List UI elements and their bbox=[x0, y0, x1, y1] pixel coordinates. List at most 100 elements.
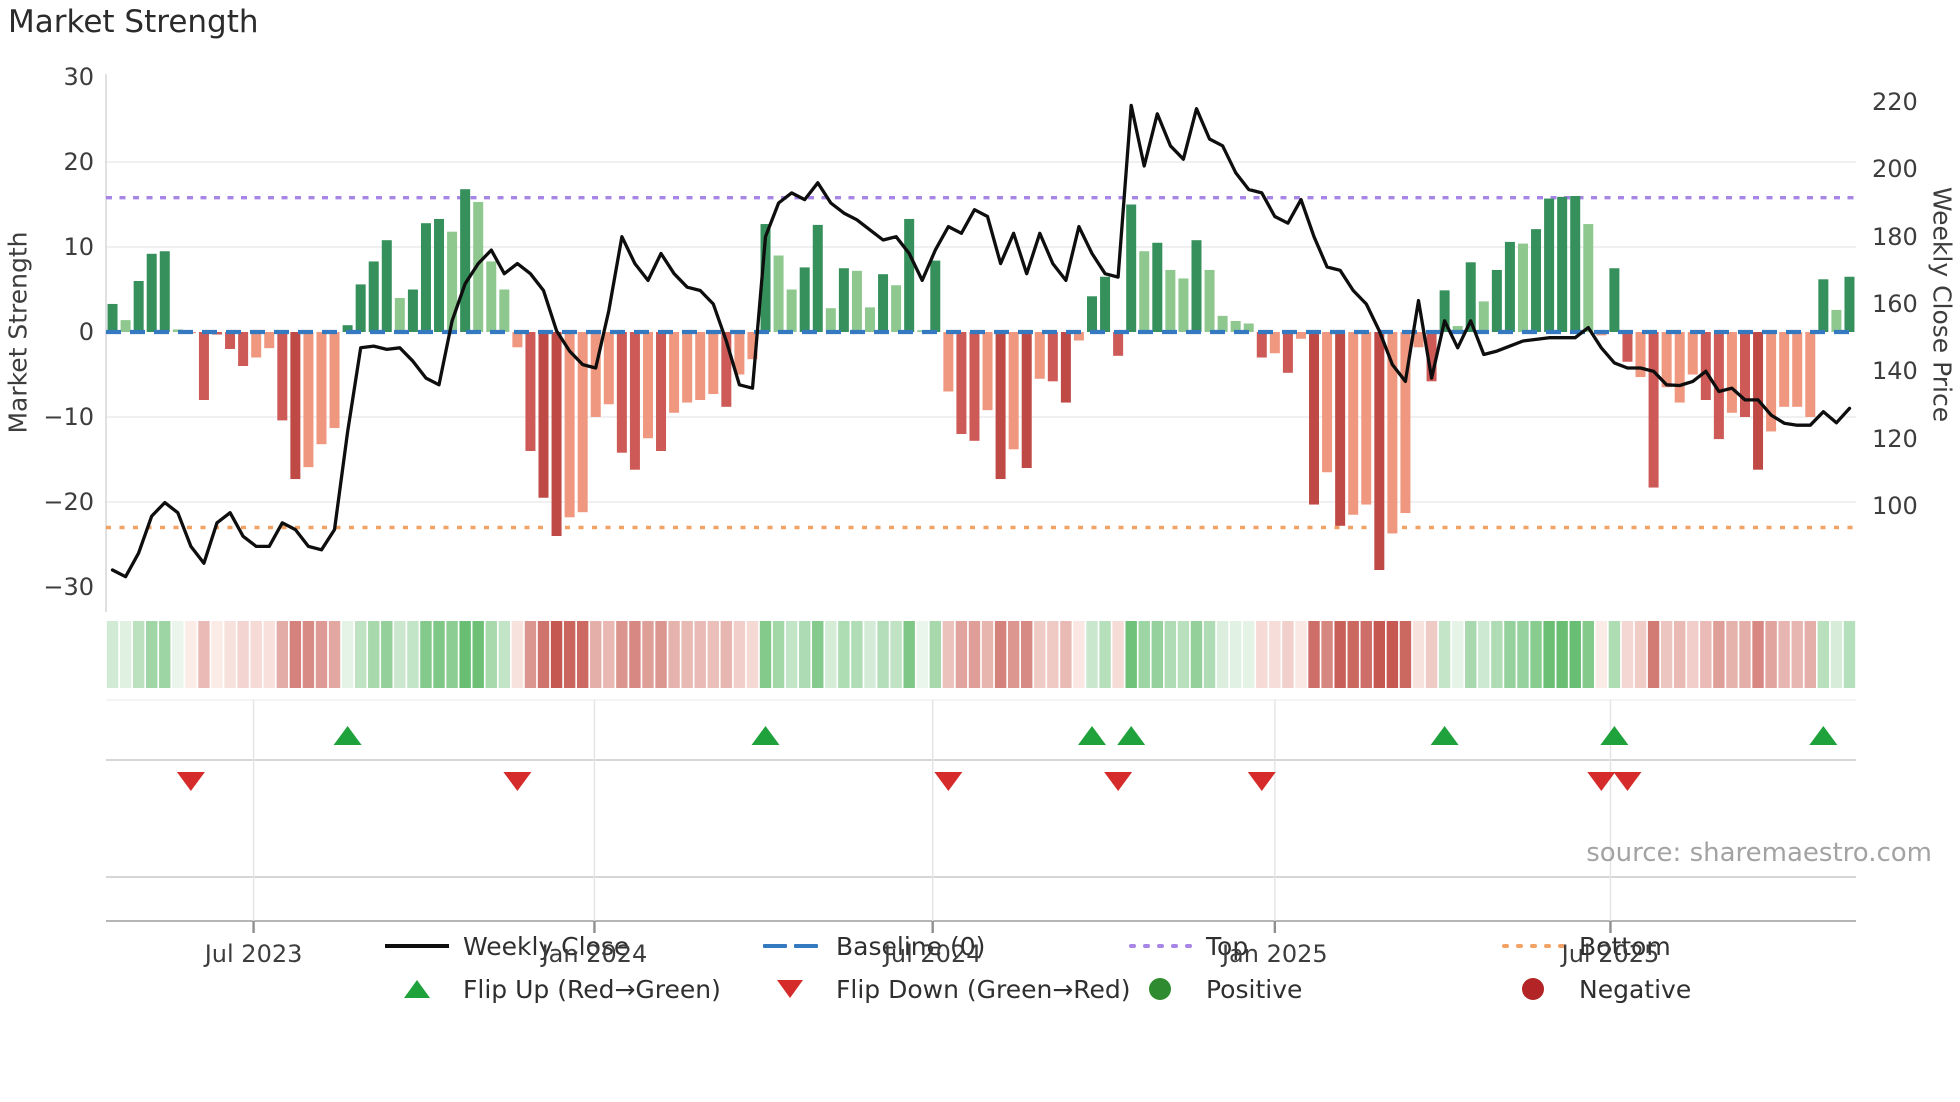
bottom-dotted-swatch bbox=[1501, 944, 1565, 948]
strength-bar bbox=[1348, 332, 1359, 515]
heatmap-cell bbox=[1438, 621, 1451, 688]
strength-bar bbox=[1034, 332, 1045, 379]
strength-bar bbox=[1779, 332, 1790, 407]
strength-bar bbox=[773, 255, 784, 332]
heatmap-cell bbox=[1034, 621, 1046, 688]
strength-bar bbox=[499, 289, 510, 332]
x-tick-label: Jan 2024 bbox=[541, 940, 648, 968]
strength-bar bbox=[603, 332, 614, 405]
strength-bar bbox=[1060, 332, 1071, 403]
heatmap-cell bbox=[1634, 621, 1647, 688]
strength-bar bbox=[1139, 251, 1150, 332]
strength-bar bbox=[695, 332, 706, 400]
heatmap-cell bbox=[250, 621, 262, 688]
strength-bar bbox=[172, 329, 183, 332]
legend-item-bottom: Bottom bbox=[1501, 929, 1671, 963]
top-dotted-swatch bbox=[1128, 944, 1192, 948]
heatmap-cell bbox=[1360, 621, 1372, 688]
heatmap-cell bbox=[1569, 621, 1581, 688]
heatmap-cell bbox=[629, 621, 641, 688]
heatmap-cell bbox=[485, 621, 497, 688]
heatmap-cell bbox=[446, 621, 458, 688]
heatmap-cell bbox=[785, 621, 798, 688]
strength-bar bbox=[1661, 332, 1672, 388]
strength-bar bbox=[1295, 332, 1306, 339]
heatmap-cell bbox=[224, 621, 236, 688]
x-tick-label: Jul 2025 bbox=[1561, 940, 1660, 968]
strength-bar bbox=[1635, 332, 1646, 378]
strength-bar bbox=[616, 332, 627, 453]
strength-bar bbox=[564, 332, 575, 518]
heatmap-cell bbox=[407, 621, 419, 688]
strength-bar bbox=[407, 289, 418, 332]
heatmap-cell bbox=[576, 621, 589, 688]
legend-label: Flip Down (Green→Red) bbox=[836, 974, 1131, 1004]
strength-bar bbox=[1792, 332, 1803, 407]
heatmap-cell bbox=[929, 621, 941, 688]
legend-item-weekly-close: Weekly Close bbox=[385, 929, 629, 963]
strength-bar bbox=[1335, 332, 1346, 526]
strength-bar bbox=[225, 332, 236, 349]
left-axis-tick: −20 bbox=[43, 488, 94, 516]
strength-bar bbox=[708, 332, 719, 395]
heatmap-cell bbox=[942, 621, 955, 688]
right-axis-tick: 120 bbox=[1872, 424, 1918, 453]
strength-bar bbox=[551, 332, 562, 536]
strength-bar bbox=[238, 332, 249, 366]
strength-bar bbox=[1726, 332, 1737, 413]
strength-bar bbox=[290, 332, 301, 480]
heatmap-cell bbox=[524, 621, 537, 688]
strength-bar bbox=[629, 332, 640, 470]
strength-bar bbox=[1713, 332, 1724, 440]
strength-bar bbox=[1047, 332, 1058, 382]
strength-bar bbox=[460, 189, 471, 332]
left-axis-tick: 30 bbox=[63, 63, 94, 91]
strength-bar bbox=[642, 332, 653, 439]
heatmap-cell bbox=[106, 621, 119, 688]
strength-bar bbox=[486, 261, 497, 332]
legend-item-flip-up: Flip Up (Red→Green) bbox=[385, 972, 721, 1006]
strength-bar bbox=[721, 332, 732, 407]
strength-bar bbox=[891, 285, 902, 332]
heatmap-cell bbox=[1099, 621, 1111, 688]
heatmap-cell bbox=[1843, 621, 1856, 688]
left-axis-tick: −10 bbox=[43, 403, 94, 431]
heatmap-cell bbox=[1726, 621, 1738, 688]
heatmap-cell bbox=[1229, 621, 1242, 688]
heatmap-cell bbox=[1373, 621, 1386, 688]
heatmap-cell bbox=[903, 621, 915, 688]
strength-bar bbox=[394, 298, 405, 332]
heatmap-cell bbox=[1060, 621, 1072, 688]
heatmap-cell bbox=[798, 621, 811, 688]
strength-bar bbox=[1100, 276, 1111, 332]
heatmap-cell bbox=[720, 621, 733, 688]
source-attribution: source: sharemaestro.com bbox=[1586, 838, 1932, 868]
strength-bar bbox=[1087, 296, 1098, 332]
legend-item-baseline: Baseline (0) bbox=[758, 929, 985, 963]
legend-item-top: Top bbox=[1128, 929, 1248, 963]
heatmap-cell bbox=[916, 621, 928, 688]
heatmap-cell bbox=[1138, 621, 1150, 688]
flip-down-marker bbox=[934, 772, 963, 791]
heatmap-cell bbox=[1151, 621, 1164, 688]
heatmap-cell bbox=[433, 621, 445, 688]
heatmap-cell bbox=[263, 621, 275, 688]
heatmap-cell bbox=[694, 621, 706, 688]
strength-bar bbox=[120, 320, 131, 332]
page-title: Market Strength bbox=[8, 4, 259, 40]
heatmap-cell bbox=[1752, 621, 1764, 688]
strength-bar bbox=[1805, 332, 1816, 417]
strength-bar bbox=[577, 332, 588, 513]
strength-bar bbox=[1021, 332, 1032, 468]
strength-bar bbox=[1700, 332, 1711, 400]
heatmap-cell bbox=[276, 621, 289, 688]
heatmap-cell bbox=[368, 621, 380, 688]
baseline-dash-swatch bbox=[758, 944, 822, 948]
heatmap-cell bbox=[289, 621, 302, 688]
legend-label: Bottom bbox=[1579, 931, 1671, 961]
strength-bar bbox=[930, 260, 941, 332]
heatmap-cell bbox=[550, 621, 563, 688]
left-axis-tick: 20 bbox=[63, 148, 94, 176]
flip-down-marker bbox=[1587, 772, 1616, 791]
